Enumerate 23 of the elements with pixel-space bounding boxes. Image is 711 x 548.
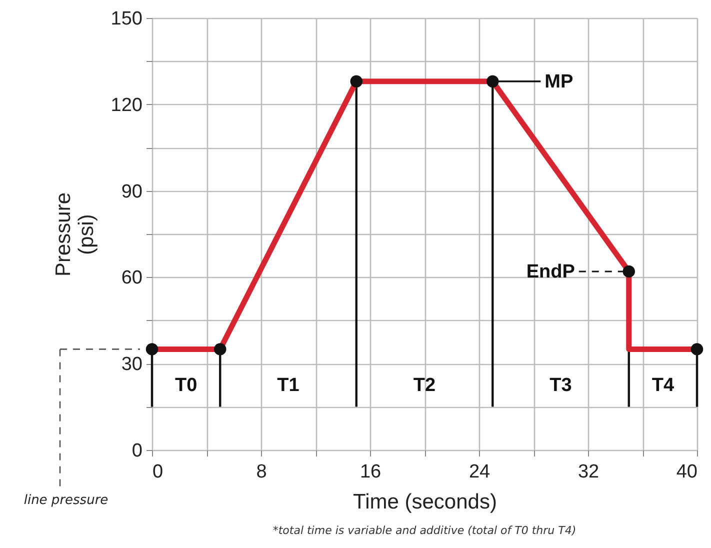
annotation: T1 <box>277 375 300 396</box>
annotation: T3 <box>550 375 572 396</box>
annotation: T0 <box>174 375 198 396</box>
x-axis-title: Time (seconds) <box>353 490 497 514</box>
text: *total time is variable and additive (total of T0 thru T4) <box>272 524 578 537</box>
y-tick-label: 0 <box>132 440 142 462</box>
x-tick-label: 16 <box>360 462 382 482</box>
y-tick-label: 90 <box>121 181 142 202</box>
x-tick-label: 40 <box>676 462 698 482</box>
x-tick-label: 32 <box>578 462 600 482</box>
annotation: EndP <box>526 261 576 282</box>
y-tick-label: 150 <box>110 8 142 30</box>
y-tick-label: 30 <box>121 354 142 376</box>
annotation: T4 <box>652 375 674 396</box>
y-axis-title: Pressure (psi) <box>52 192 98 277</box>
y-tick-label: 120 <box>110 94 142 116</box>
annotation: MP <box>544 71 574 92</box>
x-tick-label: 0 <box>152 462 164 482</box>
text: line pressure <box>24 493 108 508</box>
x-tick-label: 8 <box>256 462 267 482</box>
y-tick-label: 60 <box>121 268 142 289</box>
x-tick-label: 24 <box>468 462 490 482</box>
annotation: T2 <box>413 375 436 396</box>
